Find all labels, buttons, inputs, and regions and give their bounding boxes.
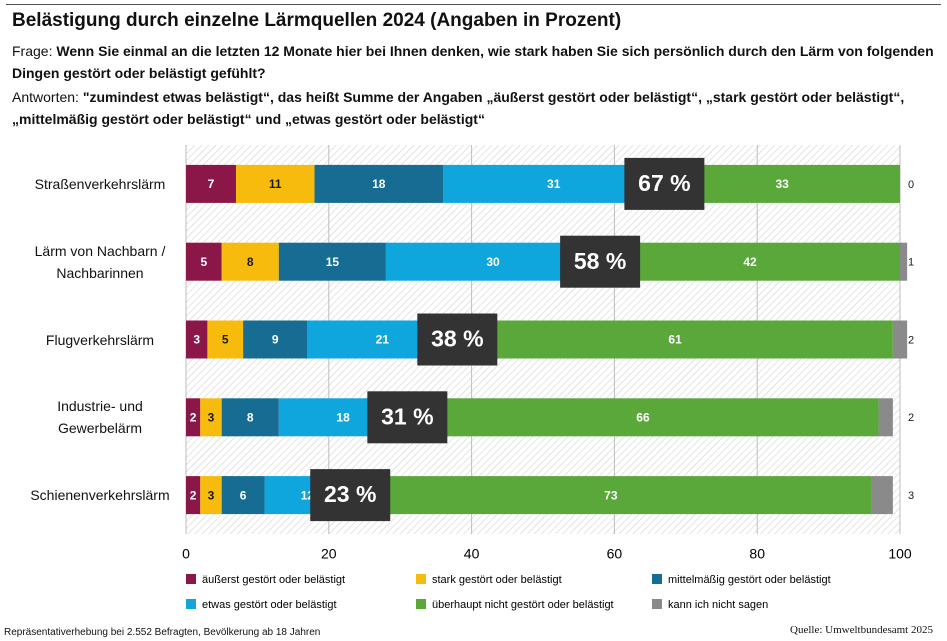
- bar-segment: [892, 320, 908, 359]
- answers: Antworten: "zumindest etwas belästigt“, …: [12, 86, 937, 130]
- category-label: Schienenverkehrslärm: [30, 487, 170, 504]
- bar-segment: [350, 476, 872, 515]
- value-label: 18: [372, 177, 386, 191]
- total-box: [310, 469, 391, 522]
- value-label: 3: [208, 488, 215, 502]
- total-label: 38 %: [431, 326, 483, 352]
- total-label: 31 %: [381, 403, 433, 429]
- value-label: 61: [668, 333, 682, 347]
- value-label: 7: [208, 177, 215, 191]
- x-tick-label: 80: [749, 546, 765, 562]
- value-label: 3: [208, 410, 215, 424]
- bar-segment: [278, 242, 386, 281]
- bar-segment: [900, 242, 908, 281]
- source: Quelle: Umweltbundesamt 2025: [790, 624, 933, 636]
- value-label: 6: [240, 488, 247, 502]
- legend-swatch: [652, 599, 662, 609]
- bar-segment: [407, 398, 879, 437]
- answers-label: Antworten:: [12, 89, 79, 105]
- value-label: 2: [908, 334, 914, 346]
- legend-label: etwas gestört oder belästigt: [202, 599, 337, 611]
- value-label: 11: [269, 177, 282, 191]
- x-tick-label: 60: [607, 546, 623, 562]
- value-label: 5: [201, 255, 208, 269]
- bar-segment: [186, 320, 208, 359]
- bar-segment: [186, 476, 201, 515]
- legend-label: kann ich nicht sagen: [668, 599, 768, 611]
- value-label: 8: [247, 255, 254, 269]
- legend-label: äußerst gestört oder belästigt: [202, 574, 345, 586]
- value-label: 15: [326, 255, 340, 269]
- value-label: 3: [908, 490, 914, 502]
- total-label: 67 %: [638, 170, 690, 196]
- total-box: [367, 391, 448, 444]
- bar-segment: [221, 476, 265, 515]
- category-label: Industrie- und Gewerbelärm: [57, 398, 143, 437]
- legend-swatch: [416, 599, 426, 609]
- value-label: 18: [336, 410, 350, 424]
- question-label: Frage:: [12, 43, 53, 59]
- x-tick-label: 100: [888, 546, 912, 562]
- bar-segment: [600, 242, 900, 281]
- footnote: Repräsentativerhebung bei 2.552 Befragte…: [4, 627, 321, 638]
- value-label: 2: [908, 412, 914, 424]
- bar-segment: [200, 476, 222, 515]
- bar-segment: [186, 242, 222, 281]
- legend-swatch: [416, 574, 426, 584]
- bar-segment: [221, 398, 279, 437]
- category-label: Flugverkehrslärm: [45, 331, 155, 348]
- total-label: 58 %: [574, 248, 626, 274]
- bar-segment: [221, 242, 279, 281]
- legend-label: überhaupt nicht gestört oder belästigt: [432, 599, 614, 611]
- legend-swatch: [652, 574, 662, 584]
- category-label: Straßenverkehrslärm: [34, 175, 166, 192]
- question-text: Wenn Sie einmal an die letzten 12 Monate…: [12, 43, 934, 81]
- legend-swatch: [186, 574, 196, 584]
- x-tick-label: 40: [464, 546, 480, 562]
- bar-segment: [878, 398, 893, 437]
- bar-segment: [243, 320, 308, 359]
- top-rule: [6, 4, 941, 5]
- bar-segment: [235, 164, 315, 203]
- total-box: [417, 313, 498, 366]
- value-label: 42: [743, 255, 757, 269]
- x-tick-label: 20: [321, 546, 337, 562]
- value-label: 21: [376, 333, 390, 347]
- bar-segment: [186, 164, 236, 203]
- value-label: 9: [272, 333, 279, 347]
- answers-text: "zumindest etwas belästigt“, das heißt S…: [12, 89, 905, 127]
- bar-segment: [457, 320, 893, 359]
- value-label: 33: [776, 177, 790, 191]
- total-box: [624, 157, 705, 210]
- value-label: 3: [193, 333, 200, 347]
- value-label: 0: [908, 179, 914, 191]
- value-label: 8: [247, 410, 254, 424]
- chart-title: Belästigung durch einzelne Lärmquellen 2…: [12, 10, 622, 31]
- total-label: 23 %: [324, 481, 376, 507]
- x-tick-label: 0: [182, 546, 190, 562]
- bar-segment: [314, 164, 444, 203]
- bar-segment: [186, 398, 201, 437]
- value-label: 5: [222, 333, 229, 347]
- legend-swatch: [186, 599, 196, 609]
- bar-segment: [871, 476, 893, 515]
- value-label: 66: [636, 410, 650, 424]
- total-box: [560, 235, 641, 288]
- value-label: 2: [190, 488, 197, 502]
- value-label: 1: [908, 257, 914, 269]
- legend-label: stark gestört oder belästigt: [432, 574, 562, 586]
- value-label: 73: [604, 488, 618, 502]
- value-label: 31: [547, 177, 561, 191]
- value-label: 30: [486, 255, 500, 269]
- bar-segment: [207, 320, 244, 359]
- category-label: Lärm von Nachbarn / Nachbarinnen: [34, 242, 166, 281]
- value-label: 2: [190, 410, 197, 424]
- bar-segment: [200, 398, 222, 437]
- question: Frage: Wenn Sie einmal an die letzten 12…: [12, 40, 937, 84]
- legend-label: mittelmäßig gestört oder belästigt: [668, 574, 831, 586]
